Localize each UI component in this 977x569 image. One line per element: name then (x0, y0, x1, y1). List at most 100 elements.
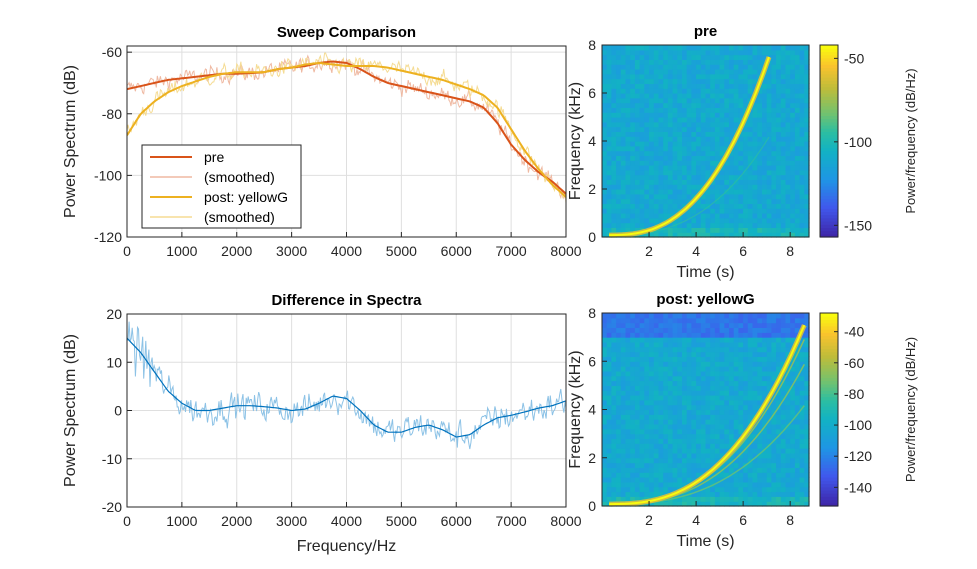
spectrogram-cell (729, 462, 735, 468)
spectrogram-cell (686, 457, 692, 464)
spectrogram-cell (602, 174, 608, 180)
spectrogram-cell (804, 102, 810, 108)
spectrogram-cell (606, 322, 612, 328)
spectrogram-cell (667, 409, 674, 415)
spectrogram-cell (719, 203, 725, 209)
spectrogram-cell (686, 93, 692, 99)
spectrogram-cell (639, 467, 645, 473)
spectrogram-cell (710, 472, 716, 478)
spectrogram-cell (667, 232, 674, 238)
spectrogram-cell (667, 370, 674, 377)
spectrogram-cell (705, 491, 711, 497)
spectrogram-cell (653, 477, 660, 483)
spectrogram-cell (658, 370, 664, 377)
colorbar-cell (820, 329, 838, 333)
spectrogram-cell (771, 213, 777, 219)
spectrogram-cell (724, 346, 730, 353)
spectrogram-cell (766, 78, 772, 84)
spectrogram-cell (644, 54, 650, 60)
spectrogram-cell (785, 428, 791, 435)
spectrogram-cell (611, 313, 617, 319)
spectrogram-cell (625, 332, 631, 338)
spectrogram-cell (620, 472, 627, 478)
spectrogram-cell (780, 208, 787, 214)
spectrogram-cell (696, 88, 702, 94)
spectrogram-cell (663, 409, 669, 415)
spectrogram-cell (780, 462, 787, 468)
spectrogram-cell (790, 136, 796, 142)
spectrogram-cell (658, 121, 664, 128)
spectrogram-cell (714, 193, 721, 200)
spectrogram-cell (639, 107, 645, 113)
spectrogram-cell (606, 88, 612, 94)
spectrogram-cell (620, 317, 627, 324)
spectrogram-cell (682, 227, 688, 233)
spectrogram-cell (762, 165, 768, 171)
spectrogram-cell (799, 174, 805, 180)
spectrogram-cell (620, 419, 627, 425)
sweep-line (609, 56, 770, 237)
spectrogram-cell (790, 45, 796, 51)
spectrogram-cell (691, 452, 697, 459)
spectrogram-cell (630, 145, 636, 152)
spectrogram-cell (799, 78, 805, 84)
spectrogram-cell (757, 88, 763, 94)
spectrogram-cell (794, 496, 801, 502)
spectrogram-cell (644, 337, 650, 343)
spectrogram-cell (653, 83, 660, 89)
spectrogram-cell (630, 452, 636, 459)
spectrogram-cell (710, 112, 716, 118)
spectrogram-cell (724, 93, 730, 99)
spectrogram-cell (639, 59, 645, 65)
spectrogram-cell (630, 198, 636, 204)
spectrogram-cell (766, 477, 772, 483)
spectrogram-cell (719, 361, 725, 367)
spectrogram-cell (653, 467, 660, 473)
spectrogram-cell (649, 169, 655, 176)
spectrogram-cell (705, 370, 711, 377)
spectrogram-cell (639, 448, 645, 454)
spectrogram-cell (663, 189, 669, 195)
spectrogram-cell (776, 121, 782, 128)
spectrogram-cell (667, 337, 674, 343)
spectrogram-cell (705, 69, 711, 75)
spectrogram-cell (691, 322, 697, 328)
spectrogram-cell (762, 169, 768, 176)
spectrogram-cell (766, 419, 772, 425)
spectrogram-cell (799, 88, 805, 94)
spectrogram-cell (738, 189, 744, 195)
spectrogram-cell (677, 366, 683, 372)
spectrogram-cell (705, 496, 711, 502)
spectrogram-cell (714, 375, 721, 382)
spectrogram-cell (757, 160, 763, 166)
spectrogram-cell (804, 448, 810, 454)
spectrogram-cell (639, 428, 645, 435)
spectrogram-cell (663, 501, 669, 507)
spectrogram-cell (776, 438, 782, 444)
spectrogram-cell (776, 351, 782, 357)
spectrogram-cell (780, 97, 787, 104)
spectrogram-cell (729, 88, 735, 94)
spectrogram-cell (677, 189, 683, 195)
spectrogram-cell (743, 193, 749, 200)
spectrogram-cell (747, 126, 754, 132)
spectrogram-cell (757, 227, 763, 233)
spectrogram-cell (616, 424, 622, 430)
spectrogram-cell (719, 337, 725, 343)
spectrogram-cell (630, 443, 636, 449)
spectrogram-cell (729, 501, 735, 507)
spectrogram-cell (658, 467, 664, 473)
spectrogram-cell (780, 501, 787, 507)
spectrogram-cell (606, 213, 612, 219)
spectrogram-cell (682, 409, 688, 415)
spectrogram-cell (752, 491, 758, 497)
spectrogram-cell (691, 88, 697, 94)
spectrogram-cell (606, 160, 612, 166)
spectrogram-cell (729, 313, 735, 319)
spectrogram-cell (785, 448, 791, 454)
spectrogram-cell (686, 322, 692, 328)
spectrogram-cell (799, 317, 805, 324)
spectrogram-cell (620, 131, 627, 137)
spectrogram-cell (771, 366, 777, 372)
spectrogram-cell (686, 193, 692, 200)
